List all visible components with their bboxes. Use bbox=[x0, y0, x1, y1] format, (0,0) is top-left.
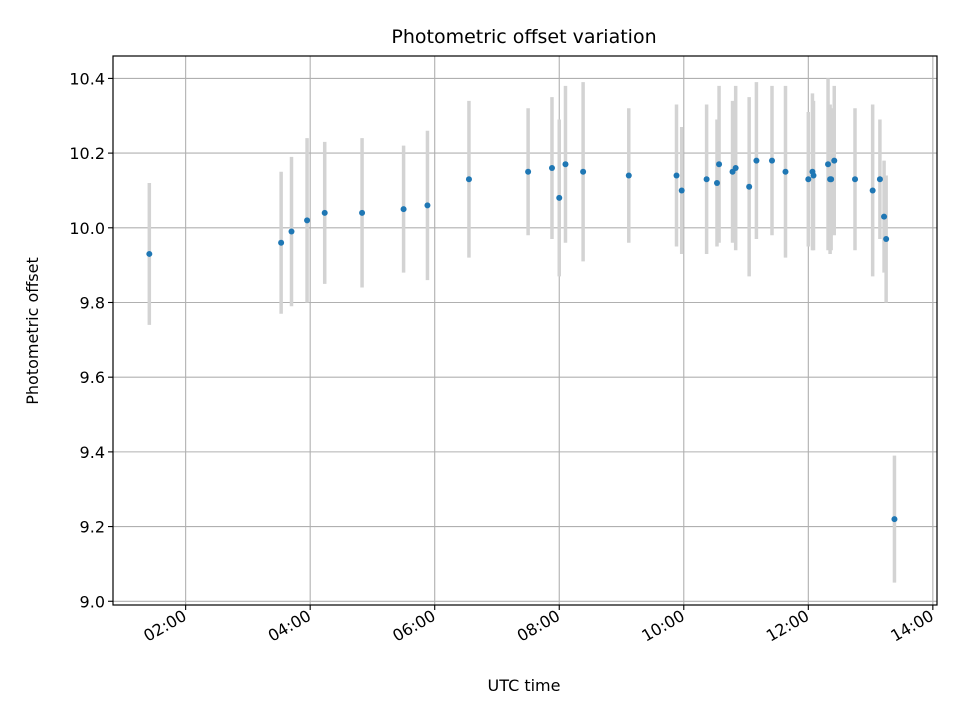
y-tick-label: 10.4 bbox=[69, 69, 105, 88]
data-point bbox=[828, 176, 835, 183]
data-points bbox=[146, 157, 898, 523]
x-axis-label: UTC time bbox=[488, 676, 561, 695]
data-point bbox=[876, 176, 883, 183]
data-point bbox=[359, 209, 366, 216]
data-point bbox=[288, 228, 295, 235]
data-point bbox=[716, 161, 723, 168]
data-point bbox=[400, 206, 407, 213]
y-tick-label: 9.2 bbox=[80, 518, 105, 537]
data-point bbox=[891, 516, 898, 523]
data-point bbox=[869, 187, 876, 194]
data-point bbox=[525, 168, 532, 175]
y-tick-label: 10.2 bbox=[69, 144, 105, 163]
data-point bbox=[146, 250, 153, 257]
data-point bbox=[805, 176, 812, 183]
data-point bbox=[424, 202, 431, 209]
data-point bbox=[768, 157, 775, 164]
y-tick-label: 9.8 bbox=[80, 293, 105, 312]
data-point bbox=[732, 165, 739, 172]
data-point bbox=[304, 217, 311, 224]
data-point bbox=[852, 176, 859, 183]
data-point bbox=[465, 176, 472, 183]
data-point bbox=[548, 165, 555, 172]
data-point bbox=[580, 168, 587, 175]
y-tick-label: 9.0 bbox=[80, 592, 105, 611]
y-tick-label: 9.4 bbox=[80, 443, 105, 462]
data-point bbox=[746, 183, 753, 190]
data-point bbox=[703, 176, 710, 183]
data-point bbox=[883, 236, 890, 242]
data-point bbox=[831, 157, 838, 164]
data-point bbox=[625, 172, 632, 179]
data-point bbox=[321, 209, 328, 216]
data-point bbox=[556, 194, 563, 201]
y-axis-label: Photometric offset bbox=[23, 257, 42, 405]
data-point bbox=[562, 161, 569, 168]
y-tick-label: 9.6 bbox=[80, 368, 105, 387]
data-point bbox=[753, 157, 760, 164]
y-tick-label: 10.0 bbox=[69, 219, 105, 238]
chart-title: Photometric offset variation bbox=[391, 26, 656, 48]
data-point bbox=[713, 179, 720, 186]
data-point bbox=[782, 168, 789, 175]
y-axis: 9.0 9.2 9.4 9.6 9.8 10.0 10.2 10.4 bbox=[69, 69, 113, 611]
data-point bbox=[825, 161, 832, 168]
data-point bbox=[278, 239, 285, 246]
data-point bbox=[678, 187, 685, 194]
data-point bbox=[673, 172, 680, 179]
data-point bbox=[810, 172, 817, 179]
plot-frame bbox=[112, 55, 938, 606]
data-point bbox=[881, 213, 888, 220]
